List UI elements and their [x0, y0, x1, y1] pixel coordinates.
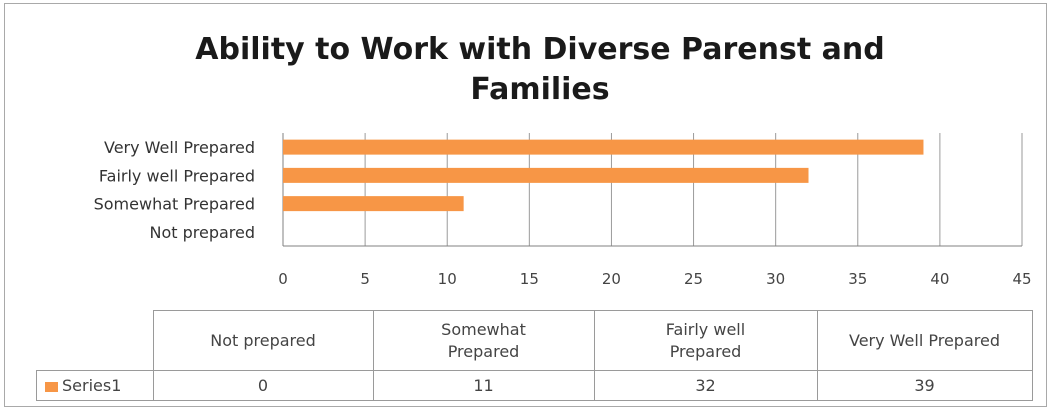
data-table-header-row: Not prepared Somewhat Prepared Fairly wel…	[36, 310, 1033, 371]
chart-title-line-1: Ability to Work with Diverse Parenst and	[195, 32, 885, 67]
bar	[283, 139, 924, 155]
data-table-header-fairly-well-prepared: Fairly well Prepared	[593, 310, 818, 371]
x-tick-label: 15	[520, 270, 539, 288]
x-tick-label: 45	[1012, 270, 1031, 288]
chart-title: Ability to Work with Diverse Parenst and…	[0, 30, 1055, 110]
category-label: Fairly well Prepared	[99, 166, 255, 185]
data-table-header-somewhat-prepared: Somewhat Prepared	[372, 310, 595, 371]
legend-key-swatch	[45, 381, 58, 392]
x-tick-label: 20	[602, 270, 621, 288]
category-label: Very Well Prepared	[104, 138, 255, 157]
header-label: Not prepared	[210, 330, 316, 350]
data-table-value: 11	[372, 370, 595, 401]
category-label: Not prepared	[149, 223, 255, 242]
header-label: Very Well Prepared	[848, 330, 1000, 350]
bar	[283, 196, 464, 212]
x-tick-label: 0	[278, 270, 288, 288]
x-tick-label: 25	[684, 270, 703, 288]
data-table-value: 39	[816, 370, 1033, 401]
legend-label: Series1	[62, 376, 122, 395]
data-table-series-row: Series1 0 11 32 39	[36, 370, 1033, 401]
legend-series1: Series1	[36, 370, 154, 401]
data-table-header-not-prepared: Not prepared	[152, 310, 374, 371]
x-tick-label: 40	[930, 270, 949, 288]
data-table-header-very-well-prepared: Very Well Prepared	[816, 310, 1033, 371]
x-tick-label: 30	[766, 270, 785, 288]
x-tick-label: 35	[848, 270, 867, 288]
data-table-value: 0	[152, 370, 374, 401]
data-table-corner	[36, 310, 154, 371]
header-label: Fairly well Prepared	[665, 319, 746, 361]
header-label: Somewhat Prepared	[441, 319, 526, 361]
data-table-value: 32	[593, 370, 818, 401]
category-label: Somewhat Prepared	[94, 195, 255, 214]
bar	[283, 167, 809, 183]
x-tick-label: 10	[438, 270, 457, 288]
chart-title-line-2: Families	[470, 72, 610, 107]
x-tick-label: 5	[360, 270, 370, 288]
data-table: Not prepared Somewhat Prepared Fairly wel…	[36, 310, 1033, 401]
